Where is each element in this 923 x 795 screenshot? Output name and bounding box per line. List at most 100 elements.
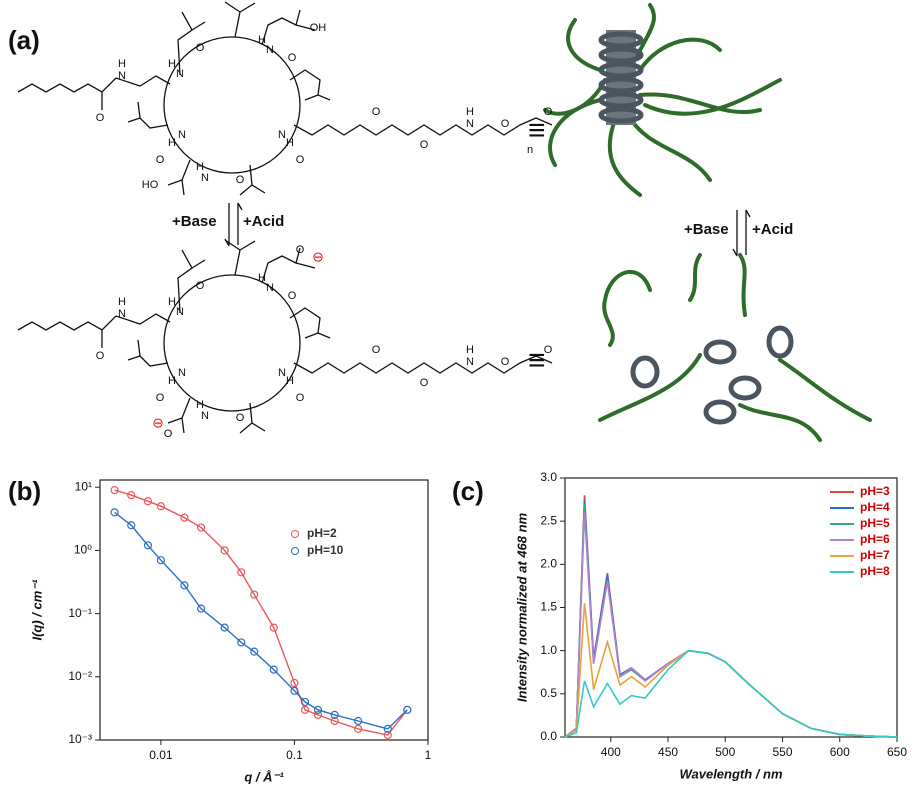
bond xyxy=(115,313,171,325)
bond xyxy=(127,355,169,367)
atom-label: N xyxy=(266,44,274,56)
legend-marker xyxy=(291,547,299,555)
bond xyxy=(295,24,316,31)
bond xyxy=(261,9,301,46)
series-line xyxy=(564,649,898,738)
atom-label: H xyxy=(168,58,176,70)
atom-label: O xyxy=(372,344,381,356)
data-point xyxy=(300,705,310,714)
data-point xyxy=(143,497,153,506)
atom-label: H xyxy=(168,375,176,387)
x-tick-label: 400 xyxy=(601,745,621,759)
bond xyxy=(177,11,193,76)
x-tick-label: 600 xyxy=(830,745,850,759)
data-point xyxy=(143,541,153,550)
series-line xyxy=(564,603,898,738)
bond xyxy=(115,75,171,87)
bond xyxy=(293,117,553,136)
legend-label: pH=2 xyxy=(307,526,337,540)
legend-label: pH=6 xyxy=(860,532,890,546)
atom-label: O xyxy=(544,106,553,118)
atom-label: N xyxy=(278,367,286,379)
atom-label: N xyxy=(278,129,286,141)
bond xyxy=(127,117,169,129)
x-tick-label: 0.01 xyxy=(149,748,173,762)
series-line xyxy=(564,499,898,738)
bond xyxy=(17,77,117,93)
bond xyxy=(304,332,319,339)
bond xyxy=(224,1,241,38)
atom-label: O xyxy=(288,290,297,302)
atom-label: N xyxy=(266,282,274,294)
atom-label: O xyxy=(420,377,429,389)
bond xyxy=(191,21,206,31)
series-line xyxy=(564,512,898,738)
legend-label: pH=8 xyxy=(860,564,890,578)
atom-label: H xyxy=(466,106,474,118)
data-point xyxy=(220,623,229,632)
data-point xyxy=(220,546,229,555)
bond xyxy=(191,259,206,269)
x-tick-label: 500 xyxy=(715,745,735,759)
atom-label: O xyxy=(544,344,553,356)
atom-label: O xyxy=(156,392,165,404)
x-tick-label: 450 xyxy=(658,745,678,759)
y-tick-label: 1.0 xyxy=(540,643,557,657)
y-tick-label: 10¹ xyxy=(75,479,92,493)
macrocycle xyxy=(163,36,301,174)
reaction-label: +Acid xyxy=(243,213,284,230)
data-point xyxy=(250,647,259,656)
atom-label: O xyxy=(156,154,165,166)
data-point xyxy=(313,705,323,714)
atom-label: OH xyxy=(310,22,327,34)
data-point xyxy=(354,716,363,726)
bond xyxy=(137,101,141,119)
atom-label: HO xyxy=(142,179,159,191)
bond xyxy=(289,69,331,101)
data-point xyxy=(110,485,119,495)
atom-label: N xyxy=(201,172,209,184)
bond xyxy=(239,2,256,13)
atom-label: O xyxy=(372,106,381,118)
plot-frame xyxy=(99,479,429,741)
atom-label: H xyxy=(168,296,176,308)
atom-label: O xyxy=(236,174,245,186)
bond xyxy=(137,339,141,357)
atom-label: H xyxy=(286,137,294,149)
atom-label: O xyxy=(196,42,205,54)
bond xyxy=(181,417,185,434)
atom-label: H xyxy=(286,375,294,387)
x-tick-label: 550 xyxy=(773,745,793,759)
bond xyxy=(304,94,319,101)
data-point xyxy=(269,623,278,632)
bond xyxy=(181,179,185,196)
bond xyxy=(239,240,256,251)
data-point xyxy=(330,716,339,726)
data-point xyxy=(156,556,165,565)
reaction-label: +Base xyxy=(684,221,729,238)
atom-label: O xyxy=(501,118,510,130)
data-point xyxy=(354,724,363,733)
y-tick-label: 0.5 xyxy=(540,686,557,700)
atom-label: H xyxy=(118,58,126,70)
atom-label: H xyxy=(258,272,266,284)
y-tick-label: 10⁻¹ xyxy=(68,606,92,620)
data-point xyxy=(290,678,299,688)
equivalence: ≡ xyxy=(528,344,546,377)
atom-label: N xyxy=(201,410,209,422)
atom-label: N xyxy=(118,70,126,82)
data-point xyxy=(383,724,392,733)
y-tick-label: 2.0 xyxy=(540,557,557,571)
atom-label: O xyxy=(236,412,245,424)
atom-label: N xyxy=(176,68,184,80)
y-axis-label: Intensity normalized at 468 nm xyxy=(514,512,529,702)
panel-label: (b) xyxy=(8,476,41,506)
atom-label: O xyxy=(288,52,297,64)
legend-marker xyxy=(291,530,299,538)
free-rings xyxy=(630,325,794,425)
y-tick-label: 2.5 xyxy=(540,513,557,527)
data-point xyxy=(110,508,119,517)
legend-label: pH=7 xyxy=(860,548,890,562)
atom-label: ⊖ xyxy=(152,415,164,431)
